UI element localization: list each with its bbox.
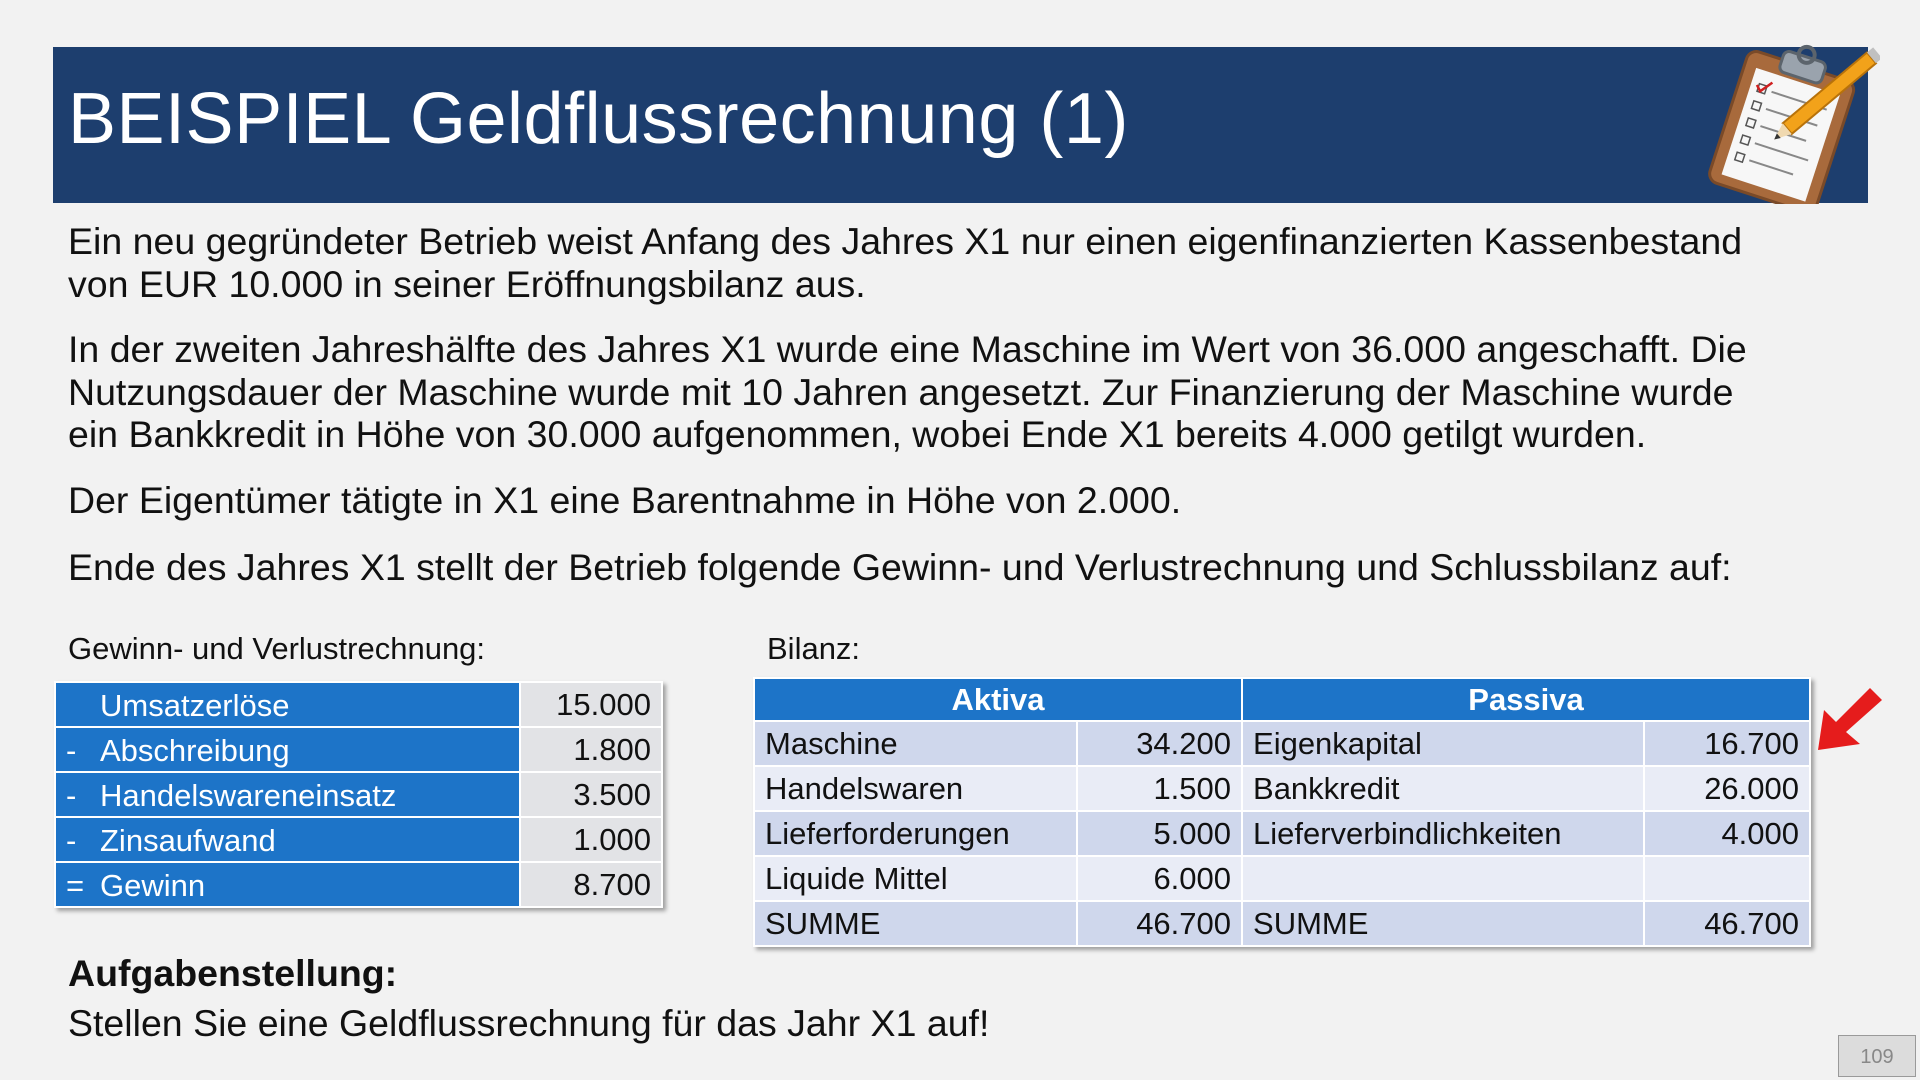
bilanz-label: Bilanz: (767, 631, 861, 666)
paragraph-line: Der Eigentümer tätigte in X1 eine Barent… (68, 479, 1182, 521)
aktiva-value: 1.500 (1075, 765, 1244, 812)
passiva-item: SUMME (1241, 900, 1646, 947)
paragraph-2: In der zweiten Jahreshälfte des Jahres X… (68, 328, 1858, 456)
task-heading: Aufgabenstellung: (68, 952, 398, 994)
guv-item: Zinsaufwand (100, 823, 276, 858)
passiva-item: Eigenkapital (1241, 720, 1646, 767)
passiva-value: 16.700 (1643, 720, 1812, 767)
passiva-value: 4.000 (1643, 810, 1812, 857)
guv-value: 8.700 (519, 861, 663, 908)
guv-item: Handelswareneinsatz (100, 778, 397, 813)
table-header-row: Aktiva Passiva (752, 677, 1812, 722)
table-row: = Gewinn 8.700 (54, 861, 663, 908)
guv-table: Umsatzerlöse 15.000 - Abschreibung 1.800 … (54, 681, 663, 908)
paragraph-line: Ein neu gegründeter Betrieb weist Anfang… (68, 220, 1743, 262)
guv-value: 1.000 (519, 816, 663, 863)
guv-label-cell: - Abschreibung (54, 726, 521, 773)
aktiva-value: 46.700 (1075, 900, 1244, 947)
passiva-item (1241, 855, 1646, 902)
table-row: Maschine 34.200 Eigenkapital 16.700 (753, 720, 1812, 767)
passiva-header: Passiva (1241, 677, 1812, 722)
passiva-item: Bankkredit (1241, 765, 1646, 812)
arrow-pointer-icon (1818, 688, 1882, 750)
guv-operator: - (66, 778, 77, 813)
guv-value: 15.000 (519, 681, 663, 728)
paragraph-line: In der zweiten Jahreshälfte des Jahres X… (68, 328, 1747, 370)
guv-value: 1.800 (519, 726, 663, 773)
passiva-value (1643, 855, 1812, 902)
table-row: Umsatzerlöse 15.000 (54, 681, 663, 728)
bilanz-table: Aktiva Passiva Maschine 34.200 Eigenkapi… (752, 677, 1812, 947)
table-row: - Handelswareneinsatz 3.500 (54, 771, 663, 818)
clipboard-checklist-pencil-icon (1708, 44, 1880, 204)
aktiva-item: SUMME (753, 900, 1078, 947)
aktiva-header: Aktiva (752, 677, 1244, 722)
paragraph-4: Ende des Jahres X1 stellt der Betrieb fo… (68, 546, 1858, 589)
paragraph-1: Ein neu gegründeter Betrieb weist Anfang… (68, 220, 1858, 305)
aktiva-value: 34.200 (1075, 720, 1244, 767)
guv-label: Gewinn- und Verlustrechnung: (68, 631, 486, 666)
table-row: Liquide Mittel 6.000 (753, 855, 1812, 902)
guv-label-cell: - Handelswareneinsatz (54, 771, 521, 818)
guv-value: 3.500 (519, 771, 663, 818)
task-text: Stellen Sie eine Geldflussrechnung für d… (68, 1002, 990, 1044)
aktiva-item: Liquide Mittel (753, 855, 1078, 902)
table-row: Handelswaren 1.500 Bankkredit 26.000 (753, 765, 1812, 812)
guv-label-cell: Umsatzerlöse (54, 681, 521, 728)
aktiva-item: Maschine (753, 720, 1078, 767)
paragraph-line: von EUR 10.000 in seiner Eröffnungsbilan… (68, 262, 866, 305)
guv-label-cell: - Zinsaufwand (54, 816, 521, 863)
passiva-value: 26.000 (1643, 765, 1812, 812)
guv-item: Umsatzerlöse (100, 688, 290, 723)
guv-item: Abschreibung (100, 733, 290, 768)
guv-operator: - (66, 823, 77, 858)
guv-item: Gewinn (100, 868, 206, 903)
paragraph-line: Nutzungsdauer der Maschine wurde mit 10 … (68, 370, 1734, 413)
paragraph-line: Ende des Jahres X1 stellt der Betrieb fo… (68, 546, 1732, 588)
guv-operator: = (66, 868, 85, 903)
page-number: 109 (1838, 1035, 1916, 1077)
aktiva-item: Handelswaren (753, 765, 1078, 812)
aktiva-value: 5.000 (1075, 810, 1244, 857)
guv-label-cell: = Gewinn (54, 861, 521, 908)
table-row-sum: SUMME 46.700 SUMME 46.700 (753, 900, 1812, 947)
table-row: - Zinsaufwand 1.000 (54, 816, 663, 863)
table-row: Lieferforderungen 5.000 Lieferverbindlic… (753, 810, 1812, 857)
guv-operator: - (66, 733, 77, 768)
paragraph-3: Der Eigentümer tätigte in X1 eine Barent… (68, 479, 1858, 522)
aktiva-value: 6.000 (1075, 855, 1244, 902)
aktiva-item: Lieferforderungen (753, 810, 1078, 857)
passiva-item: Lieferverbindlichkeiten (1241, 810, 1646, 857)
table-row: - Abschreibung 1.800 (54, 726, 663, 773)
title-bar (53, 47, 1868, 203)
slide-title: BEISPIEL Geldflussrechnung (1) (68, 79, 1129, 159)
passiva-value: 46.700 (1643, 900, 1812, 947)
paragraph-line: ein Bankkredit in Höhe von 30.000 aufgen… (68, 413, 1647, 455)
